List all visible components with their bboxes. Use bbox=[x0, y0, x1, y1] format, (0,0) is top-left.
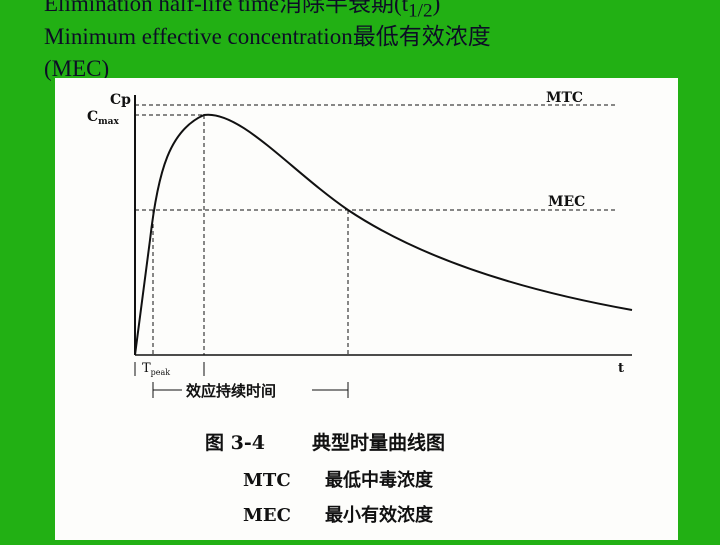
text: ) bbox=[432, 0, 441, 16]
mtc-label: MTC bbox=[546, 90, 583, 106]
text: Elimination half-life time消除半衰期(t bbox=[44, 0, 409, 16]
cmax-label: Cmax bbox=[87, 109, 120, 127]
subscript: max bbox=[98, 117, 119, 127]
text: C bbox=[87, 109, 98, 125]
subscript: 1/2 bbox=[408, 0, 433, 22]
legend-abbr: MTC bbox=[243, 470, 291, 491]
text-line: Elimination half-life time消除半衰期(t1/2) bbox=[44, 0, 440, 21]
mec-label: MEC bbox=[548, 194, 585, 210]
figure: Cp Cmax MTC MEC t Tpeak 效应持续时间 图 3-4 典型时… bbox=[55, 78, 678, 540]
x-label: t bbox=[618, 361, 624, 376]
caption-title: 典型时量曲线图 bbox=[312, 431, 445, 454]
y-label: Cp bbox=[110, 92, 131, 108]
duration-label: 效应持续时间 bbox=[186, 382, 276, 400]
legend-meaning: 最低中毒浓度 bbox=[325, 469, 434, 491]
subscript: peak bbox=[151, 368, 171, 377]
tpeak-label: Tpeak bbox=[142, 361, 170, 377]
text-line: (MEC) bbox=[44, 56, 110, 81]
legend-abbr: MEC bbox=[243, 505, 291, 526]
diagram: Cp Cmax MTC MEC t Tpeak 效应持续时间 图 3-4 典型时… bbox=[87, 90, 633, 526]
caption-number: 图 3-4 bbox=[205, 432, 265, 454]
text-line: Minimum effective concentration最低有效浓度 bbox=[44, 24, 491, 49]
legend-meaning: 最小有效浓度 bbox=[325, 504, 434, 526]
text: T bbox=[142, 361, 151, 376]
concentration-curve bbox=[134, 113, 633, 356]
